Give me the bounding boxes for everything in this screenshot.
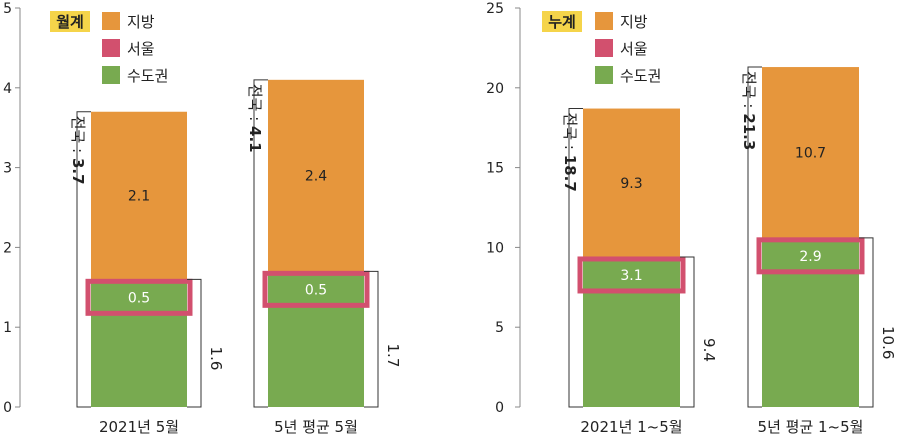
total-bracket — [747, 66, 762, 408]
national-total-prefix: 전국 : — [740, 71, 758, 113]
bar-regional — [583, 108, 680, 257]
y-tick-label: 4 — [3, 81, 12, 97]
legend-swatch — [595, 39, 613, 57]
bar-regional-label: 2.4 — [305, 169, 327, 185]
legend-swatch — [595, 12, 613, 30]
national-total-value: 4.1 — [246, 126, 264, 153]
capital-bracket — [364, 270, 379, 408]
bar-regional — [268, 79, 364, 272]
legend-swatch — [102, 39, 120, 57]
national-total-label: 전국 : 4.1 — [246, 84, 264, 153]
national-total-prefix: 전국 : — [69, 116, 87, 158]
capital-total-label: 10.6 — [879, 326, 897, 359]
bar-regional-label: 9.3 — [620, 176, 642, 192]
badge-box — [50, 11, 90, 32]
y-tick-label: 10 — [486, 240, 504, 256]
x-category-label: 5년 평균 5월 — [274, 418, 358, 436]
seoul-value-label: 2.9 — [799, 249, 821, 265]
capital-total-label: 1.6 — [207, 347, 225, 371]
capital-total-label: 1.7 — [384, 344, 402, 368]
legend-label: 지방 — [127, 13, 155, 31]
national-total-value: 21.3 — [740, 113, 758, 150]
national-total-label: 전국 : 18.7 — [561, 113, 579, 192]
badge-label: 월계 — [56, 13, 84, 31]
capital-total-label: 9.4 — [700, 338, 718, 362]
seoul-highlight-box — [262, 270, 370, 308]
bar-capital-area — [583, 256, 680, 407]
seoul-value-label: 0.5 — [128, 290, 150, 306]
national-total-prefix: 전국 : — [246, 84, 264, 126]
bar-regional — [762, 67, 859, 238]
y-tick-label: 5 — [495, 320, 504, 336]
bar-regional-label: 10.7 — [795, 145, 826, 161]
seoul-highlight-box — [577, 256, 686, 294]
y-tick-label: 0 — [3, 400, 12, 416]
y-tick-label: 20 — [486, 81, 504, 97]
bar-capital-area — [91, 279, 187, 407]
seoul-highlight-box — [756, 237, 865, 275]
capital-bracket — [680, 256, 695, 408]
y-tick-label: 15 — [486, 161, 504, 177]
total-bracket — [568, 108, 583, 408]
legend-label: 수도권 — [620, 67, 661, 85]
seoul-highlight-box — [85, 278, 193, 316]
bar-capital-area — [268, 271, 364, 407]
legend-label: 수도권 — [127, 67, 168, 85]
x-category-label: 2021년 1~5월 — [580, 418, 682, 436]
legend-swatch — [102, 12, 120, 30]
national-total-prefix: 전국 : — [561, 113, 579, 155]
national-total-value: 3.7 — [69, 158, 87, 185]
y-tick-label: 3 — [3, 161, 12, 177]
bar-capital-area — [762, 237, 859, 407]
bar-regional-label: 2.1 — [128, 189, 150, 205]
capital-bracket — [187, 278, 202, 408]
badge-label: 누계 — [548, 13, 576, 31]
legend-swatch — [595, 66, 613, 84]
x-category-label: 5년 평균 1~5월 — [758, 418, 864, 436]
x-category-label: 2021년 5월 — [99, 418, 179, 436]
bar-regional — [91, 111, 187, 280]
y-tick-label: 1 — [3, 320, 12, 336]
seoul-value-label: 3.1 — [620, 268, 642, 284]
legend-label: 서울 — [620, 40, 648, 58]
y-tick-label: 0 — [495, 400, 504, 416]
total-bracket — [253, 79, 268, 408]
y-tick-label: 5 — [3, 1, 12, 17]
capital-bracket — [859, 237, 874, 408]
seoul-value-label: 0.5 — [305, 282, 327, 298]
total-bracket — [76, 111, 91, 408]
badge-box — [542, 11, 582, 32]
y-tick-label: 25 — [486, 1, 504, 17]
national-total-label: 전국 : 3.7 — [69, 116, 87, 185]
national-total-value: 18.7 — [561, 155, 579, 192]
legend-swatch — [102, 66, 120, 84]
y-tick-label: 2 — [3, 240, 12, 256]
national-total-label: 전국 : 21.3 — [740, 71, 758, 150]
legend-label: 지방 — [620, 13, 648, 31]
legend-label: 서울 — [127, 40, 155, 58]
